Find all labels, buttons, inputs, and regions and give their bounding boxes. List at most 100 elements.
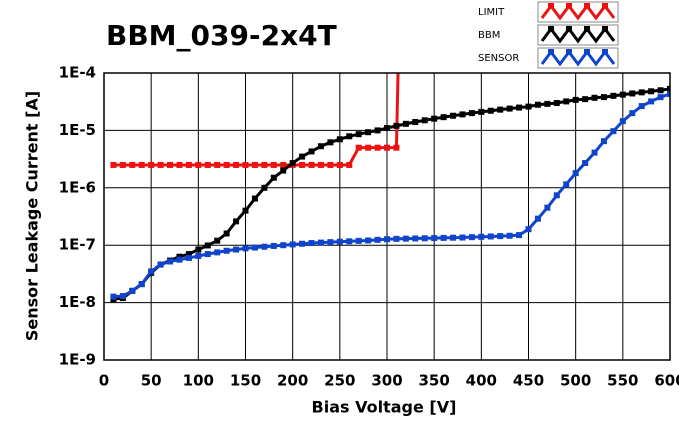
data-point — [534, 101, 541, 108]
data-point — [129, 161, 136, 168]
data-point — [148, 161, 155, 168]
x-tick-label: 600 — [654, 372, 679, 390]
data-point — [223, 247, 230, 254]
data-point — [327, 139, 334, 146]
data-point — [317, 143, 324, 150]
legend-label: SENSOR — [478, 53, 519, 64]
data-point — [421, 117, 428, 124]
data-point — [214, 237, 221, 244]
data-point — [582, 160, 589, 167]
data-point — [450, 234, 457, 241]
data-point — [251, 244, 258, 251]
data-point — [299, 153, 306, 160]
data-point — [233, 161, 240, 168]
data-point — [393, 235, 400, 242]
x-tick-label: 200 — [277, 372, 308, 390]
legend-swatch — [540, 3, 616, 21]
data-point — [223, 230, 230, 237]
data-point — [185, 251, 192, 258]
y-tick-label: 1E-6 — [59, 178, 96, 196]
data-point — [204, 251, 211, 258]
data-point — [384, 236, 390, 243]
data-point — [289, 160, 296, 167]
data-point — [355, 131, 362, 138]
data-point — [242, 245, 249, 252]
legend-marker — [548, 49, 554, 55]
data-point — [317, 161, 324, 168]
data-point — [610, 92, 617, 99]
chart-title: BBM_039-2x4T — [106, 19, 337, 52]
legend-marker — [602, 26, 608, 32]
data-point — [110, 293, 117, 300]
data-point — [176, 256, 183, 263]
y-tick-label: 1E-5 — [59, 121, 96, 139]
data-point — [119, 293, 126, 300]
data-point — [402, 120, 409, 127]
data-point — [619, 91, 626, 98]
data-point — [261, 161, 268, 168]
data-point — [355, 144, 362, 151]
data-point — [648, 88, 655, 95]
data-point — [110, 161, 117, 168]
data-point — [610, 128, 617, 135]
data-point — [619, 118, 626, 125]
data-point — [167, 258, 174, 265]
legend-marker — [548, 3, 554, 9]
data-point — [600, 138, 607, 145]
data-point — [516, 104, 523, 111]
data-point — [459, 111, 466, 118]
data-point — [167, 161, 174, 168]
data-point — [516, 232, 523, 239]
data-point — [553, 100, 560, 107]
data-point — [667, 91, 670, 98]
data-point — [280, 242, 287, 249]
data-point — [261, 243, 268, 250]
legend-swatch — [540, 26, 616, 44]
data-point — [468, 110, 475, 117]
data-point — [214, 161, 221, 168]
data-point — [195, 252, 202, 259]
data-point — [270, 161, 277, 168]
data-point — [440, 114, 447, 121]
x-tick-label: 300 — [371, 372, 402, 390]
data-point — [195, 246, 202, 253]
data-point — [412, 235, 419, 242]
data-point — [487, 233, 494, 240]
data-point — [412, 119, 419, 126]
y-tick-label: 1E-9 — [59, 351, 96, 369]
x-tick-label: 150 — [230, 372, 261, 390]
data-point — [525, 103, 532, 110]
legend-marker — [548, 26, 554, 32]
legend-marker — [602, 49, 608, 55]
data-point — [638, 89, 645, 96]
data-point — [185, 161, 192, 168]
data-point — [487, 107, 494, 114]
data-point — [657, 87, 664, 94]
data-point — [336, 161, 343, 168]
data-point — [582, 96, 589, 103]
data-point — [223, 161, 230, 168]
data-point — [393, 144, 400, 151]
data-point — [667, 85, 670, 92]
data-point — [374, 236, 381, 243]
data-point — [544, 204, 551, 211]
x-tick-label: 250 — [324, 372, 355, 390]
data-point — [204, 161, 211, 168]
plot-frame — [103, 72, 671, 361]
data-point — [600, 94, 607, 101]
data-point — [629, 110, 636, 117]
data-point — [402, 235, 409, 242]
data-point — [214, 249, 221, 256]
data-point — [355, 237, 362, 244]
y-tick-label: 1E-4 — [59, 64, 96, 82]
legend-marker — [584, 3, 590, 9]
data-point — [280, 161, 287, 168]
data-point — [421, 235, 428, 242]
legend-label: LIMIT — [478, 7, 505, 18]
data-point — [138, 281, 145, 288]
data-point — [308, 161, 315, 168]
plot-area — [110, 73, 670, 303]
data-point — [317, 239, 324, 246]
data-point — [365, 144, 372, 151]
legend: LIMIT BBM SENSOR — [478, 1, 619, 69]
